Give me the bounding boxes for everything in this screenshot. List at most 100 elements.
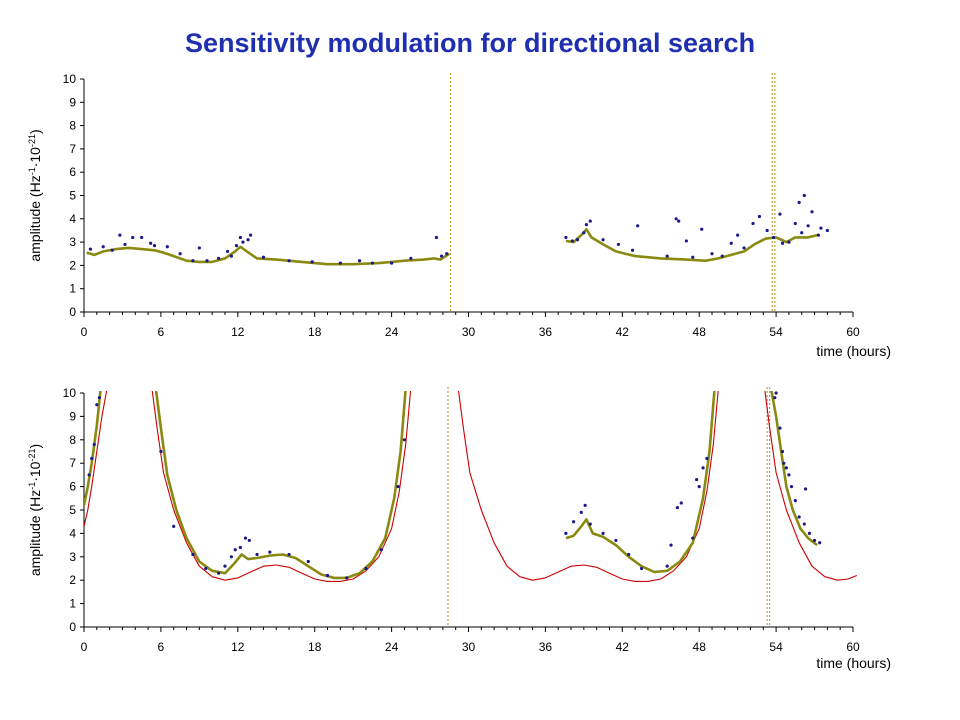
data-point [396,485,400,489]
data-point [434,235,439,240]
data-point [797,515,801,519]
data-point [241,240,245,244]
data-point [677,219,681,223]
data-point [729,241,733,245]
y-tick-label: 1 [69,597,76,611]
y-tick-label: 2 [69,258,76,272]
data-point [575,238,580,242]
data-point [674,217,678,221]
y-axis-label: amplitude (Hz-1·10-21) [27,444,43,576]
data-point [149,241,153,245]
data-point [92,442,96,447]
data-point [409,256,413,261]
x-tick-label: 0 [81,640,88,654]
chart-title: Sensitivity modulation for directional s… [184,28,756,58]
data-point [797,200,801,205]
data-point [402,438,407,442]
amplitude-curve [565,228,818,262]
data-point [705,456,709,461]
data-point [287,259,291,263]
data-point [807,531,812,536]
data-point [802,522,806,526]
data-point [390,261,394,265]
data-point [695,477,699,482]
data-point [691,536,695,540]
data-point [588,522,592,526]
data-point [601,531,605,536]
data-point [812,538,817,543]
data-point [720,254,724,258]
data-point [684,239,688,243]
data-point [816,233,820,237]
x-tick-label: 54 [769,325,783,339]
data-point [87,473,91,477]
data-point [306,559,310,564]
sensitivity-curve [84,391,108,527]
data-point [110,248,114,252]
x-axis-label: time (hours) [816,655,891,671]
data-point [243,536,248,540]
data-point [697,485,701,489]
data-point [152,243,157,248]
amplitude-curve [84,391,102,506]
data-point [803,487,808,491]
data-point [564,235,568,240]
data-point [627,552,631,557]
x-tick-label: 24 [385,640,399,654]
data-point [636,224,640,228]
x-tick-label: 18 [308,325,322,339]
y-tick-label: 8 [69,119,76,133]
data-point [710,252,714,256]
data-point [630,248,635,252]
data-point [757,214,762,219]
amplitude-curve [154,391,407,580]
data-point [345,576,349,580]
y-tick-label: 1 [69,282,76,296]
data-point [570,239,574,243]
data-point [616,242,621,247]
y-tick-label: 9 [69,409,76,423]
data-point [165,245,169,249]
y-tick-label: 7 [69,456,76,470]
data-point [778,212,782,216]
data-point [601,238,605,242]
amplitude-curve [86,245,451,266]
data-point [131,235,135,240]
data-point [197,246,201,250]
x-tick-label: 60 [846,325,860,339]
data-point [204,566,208,571]
data-point [247,538,251,543]
data-point [639,566,644,571]
data-point [249,233,253,237]
x-tick-label: 60 [846,640,860,654]
data-point [445,252,449,256]
data-point [238,235,242,240]
data-point [700,227,704,231]
x-tick-label: 0 [81,325,88,339]
data-point [225,249,230,254]
x-tick-label: 36 [539,640,553,654]
y-tick-label: 0 [69,305,76,319]
x-tick-label: 12 [231,325,245,339]
data-point [819,226,823,230]
data-point [679,501,683,505]
data-point [357,259,362,263]
data-point [614,538,618,543]
data-point [584,223,589,227]
sensitivity-curve [457,391,719,582]
data-point [101,245,105,249]
y-tick-label: 4 [69,212,76,226]
data-point [774,391,778,395]
data-point [370,261,374,265]
x-tick-label: 30 [462,640,476,654]
data-point [825,228,829,233]
y-tick-label: 7 [69,142,76,156]
y-tick-label: 6 [69,480,76,494]
x-tick-label: 12 [231,640,245,654]
data-point [95,403,99,407]
data-point [172,524,176,528]
x-tick-label: 6 [158,325,165,339]
x-tick-label: 24 [385,325,399,339]
